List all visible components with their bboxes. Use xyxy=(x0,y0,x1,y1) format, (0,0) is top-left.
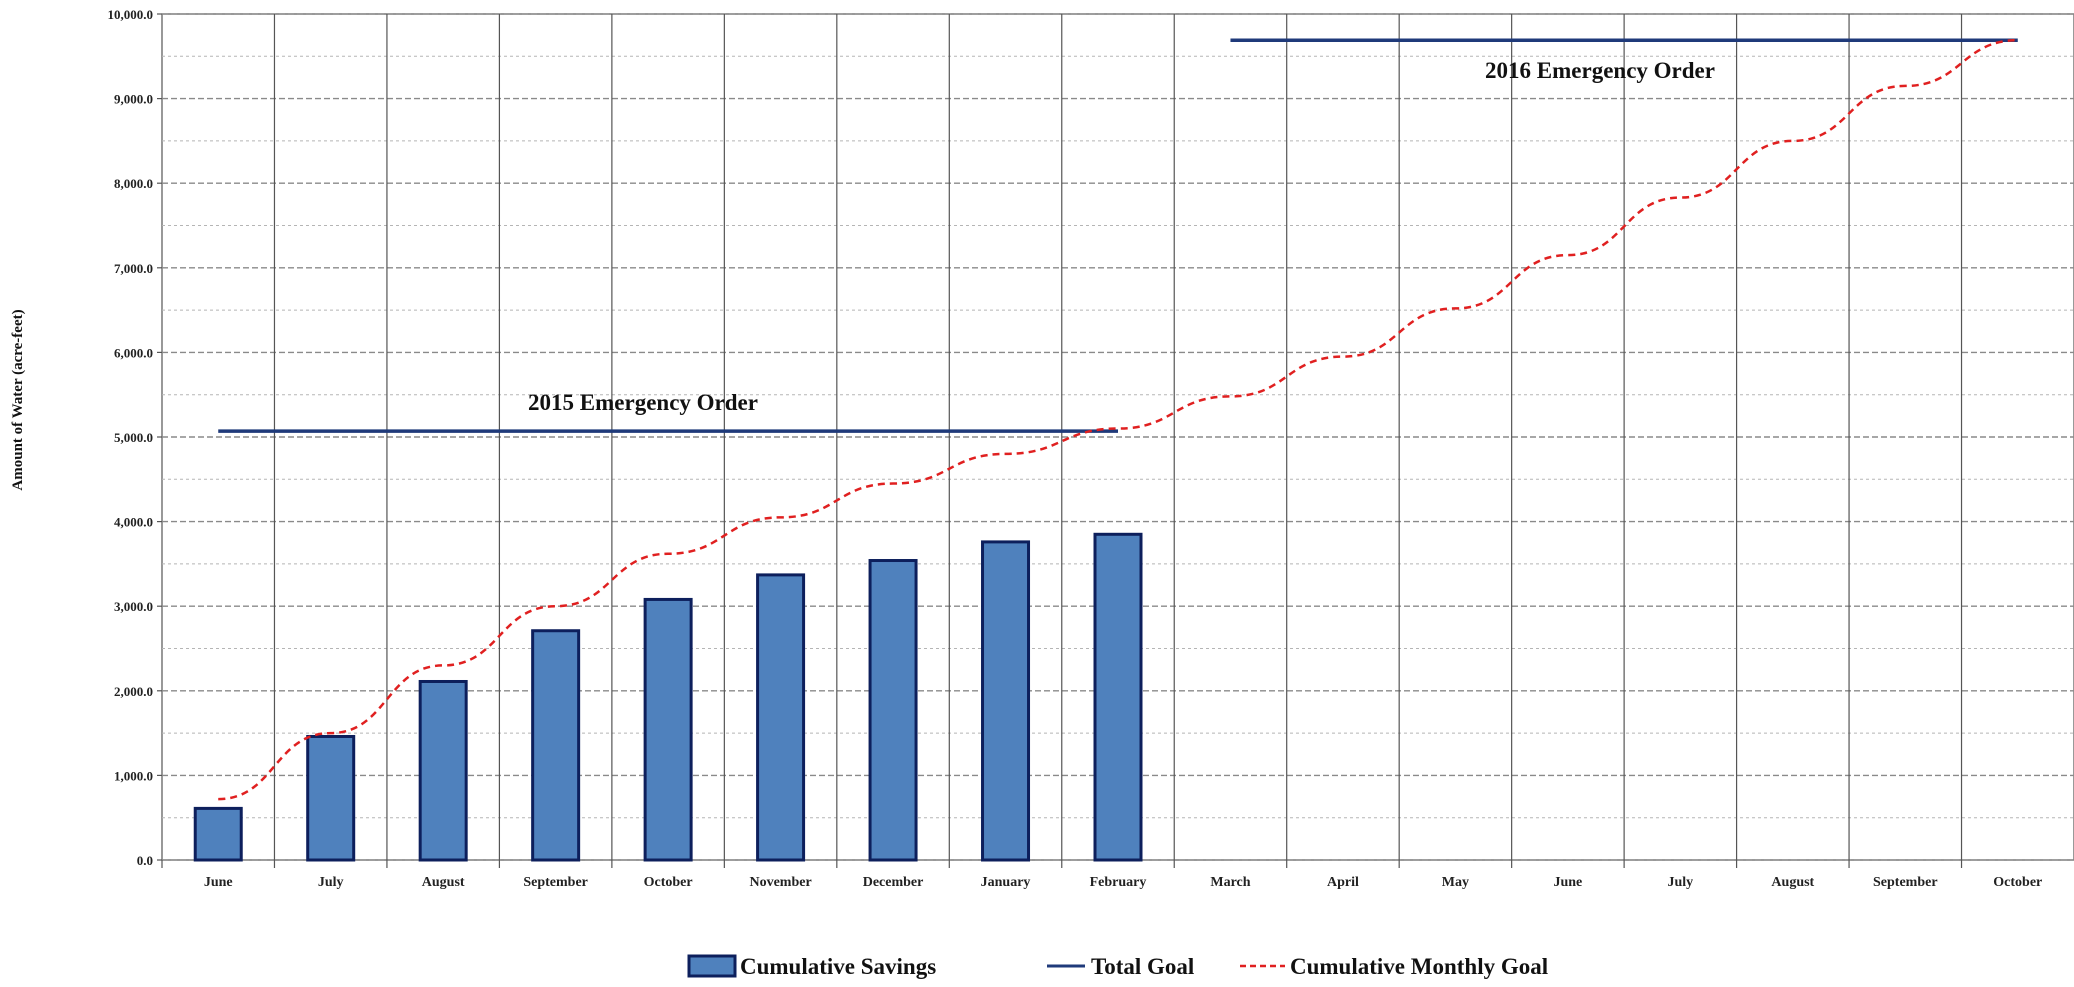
y-tick-label: 9,000.0 xyxy=(114,92,153,107)
line-layer xyxy=(218,38,2018,801)
y-tick-label: 7,000.0 xyxy=(114,261,153,276)
y-tick-label: 2,000.0 xyxy=(114,684,153,699)
y-tick-label: 6,000.0 xyxy=(114,345,153,360)
y-axis-label: Amount of Water (acre-feet) xyxy=(10,309,26,490)
x-tick-label: April xyxy=(1327,875,1359,890)
legend: Cumulative Savings Total Goal Cumulative… xyxy=(687,954,1548,979)
bar-cumulative-savings xyxy=(1093,532,1143,862)
legend-label-cumulative-savings: Cumulative Savings xyxy=(740,954,936,979)
y-tick-label: 8,000.0 xyxy=(114,176,153,191)
x-tick-label: September xyxy=(1873,875,1938,890)
annotation-2016-emergency-order: 2016 Emergency Order xyxy=(1485,58,1715,83)
y-tick-label: 0.0 xyxy=(137,853,153,868)
x-tick-label: January xyxy=(981,875,1031,890)
bar-cumulative-savings xyxy=(306,734,356,862)
x-tick-label: August xyxy=(422,875,465,890)
x-tick-label: December xyxy=(863,875,924,890)
y-tick-label: 10,000.0 xyxy=(108,7,154,22)
bar-cumulative-savings xyxy=(531,629,581,862)
bar-cumulative-savings xyxy=(981,540,1031,862)
y-tick-label: 3,000.0 xyxy=(114,599,153,614)
x-tick-label: July xyxy=(318,875,344,890)
cumulative-monthly-goal-line xyxy=(218,38,2018,801)
goal-layer xyxy=(218,38,2018,433)
x-tick-label: August xyxy=(1771,875,1814,890)
legend-label-cumulative-monthly-goal: Cumulative Monthly Goal xyxy=(1290,954,1548,979)
x-tick-label: March xyxy=(1210,875,1250,890)
legend-swatch-cumulative-savings xyxy=(687,954,737,978)
y-tick-label: 1,000.0 xyxy=(114,768,153,783)
x-tick-label: June xyxy=(1553,875,1582,890)
bar-cumulative-savings xyxy=(193,806,243,862)
x-tick-label: October xyxy=(1993,875,2042,890)
x-tick-label: November xyxy=(749,875,811,890)
bar-cumulative-savings xyxy=(756,573,806,862)
grid-layer xyxy=(157,13,2074,868)
x-tick-label: February xyxy=(1090,875,1147,890)
y-tick-label: 4,000.0 xyxy=(114,515,153,530)
bar-cumulative-savings xyxy=(418,679,468,862)
bar-cumulative-savings xyxy=(868,559,918,862)
legend-label-total-goal: Total Goal xyxy=(1091,954,1194,979)
x-tick-label: October xyxy=(644,875,693,890)
x-tick-label: May xyxy=(1442,875,1469,890)
y-tick-label: 5,000.0 xyxy=(114,430,153,445)
tick-layer: 0.0 1,000.0 2,000.0 3,000.0 4,000.0 5,000.0 6,… xyxy=(108,7,2043,890)
bar-layer xyxy=(193,532,1143,862)
bar-cumulative-savings xyxy=(643,597,693,862)
x-tick-label: July xyxy=(1668,875,1694,890)
annotation-2015-emergency-order: 2015 Emergency Order xyxy=(528,390,758,415)
x-tick-label: June xyxy=(204,875,233,890)
x-tick-label: September xyxy=(523,875,588,890)
